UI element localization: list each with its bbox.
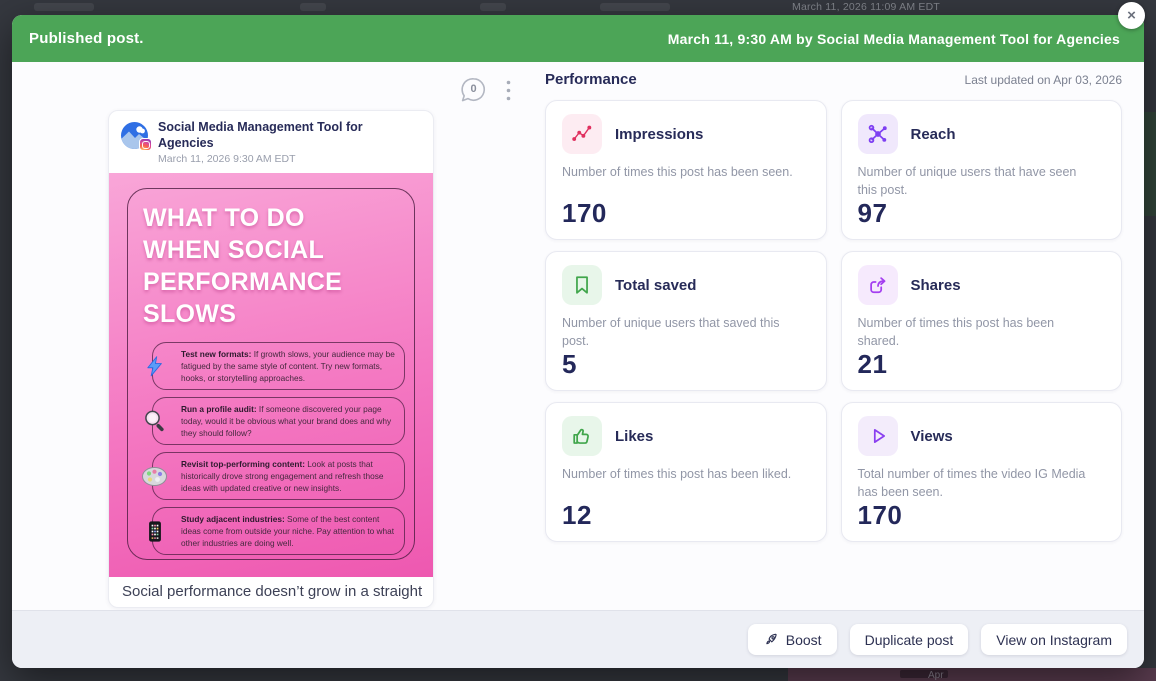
performance-header-row: Performance Last updated on Apr 03, 2026 (545, 71, 1122, 88)
background-bottom-fragment (788, 668, 1156, 681)
metric-head: Impressions (562, 114, 810, 154)
background-bottom-fragment (900, 670, 948, 678)
infographic-items: Test new formats: If growth slows, your … (141, 342, 405, 556)
palette-icon (141, 463, 168, 490)
metric-value: 170 (857, 500, 903, 530)
metric-description: Number of times this post has been seen. (562, 165, 793, 179)
infographic-item-lead: Study adjacent industries: (181, 514, 285, 525)
kebab-menu-button[interactable] (506, 75, 511, 106)
modal-footer: Boost Duplicate post View on Instagram (12, 610, 1144, 668)
metric-card: Shares Number of times this post has bee… (840, 251, 1122, 391)
metric-value: 97 (857, 198, 888, 228)
comments-count: 0 (470, 83, 477, 95)
share-icon (857, 265, 898, 305)
infographic-item-lead: Test new formats: (181, 349, 252, 359)
background-toolbar-fragment (600, 3, 670, 11)
rocket-icon (766, 633, 777, 644)
metric-head: Shares (857, 265, 1106, 305)
view-on-instagram-button[interactable]: View on Instagram (981, 624, 1127, 655)
metrics-grid: Impressions Number of times this post ha… (545, 100, 1122, 542)
reach-icon (857, 114, 898, 154)
metric-name: Reach (910, 125, 956, 143)
metric-head: Total saved (562, 265, 810, 305)
metric-head: Likes (562, 416, 810, 456)
avatar (121, 122, 152, 151)
metric-value: 170 (562, 198, 607, 228)
modal-header: Published post. March 11, 9:30 AM by Soc… (12, 15, 1144, 62)
bookmark-icon (562, 265, 602, 305)
published-post-modal: Published post. March 11, 9:30 AM by Soc… (12, 15, 1144, 668)
modal-title: Published post. (29, 30, 144, 47)
metric-description: Number of times this post has been liked… (562, 467, 792, 481)
infographic-item: Revisit top-performing content: Look at … (142, 452, 405, 501)
impressions-icon (562, 114, 602, 154)
post-header-text: Social Media Management Tool for Agencie… (158, 120, 421, 166)
comment-bubble-icon (461, 77, 485, 102)
last-updated-label: Last updated on Apr 03, 2026 (964, 73, 1122, 87)
infographic-item-lead: Revisit top-performing content: (181, 459, 305, 470)
metric-name: Shares (910, 276, 961, 294)
close-icon: × (1127, 7, 1136, 24)
metric-head: Reach (857, 114, 1106, 154)
infographic-item: Run a profile audit: If someone discover… (144, 397, 405, 446)
metric-card: Likes Number of times this post has been… (545, 402, 827, 542)
modal-body: Social Media Management Tool for Agencie… (12, 62, 1144, 610)
duplicate-post-button[interactable]: Duplicate post (849, 624, 969, 655)
close-button[interactable]: × (1118, 2, 1145, 29)
metric-value: 5 (562, 349, 577, 379)
lightning-icon (141, 353, 168, 380)
infographic-item: Study adjacent industries: Some of the b… (148, 507, 405, 556)
metric-head: Views (857, 416, 1106, 456)
play-icon (857, 416, 898, 456)
infographic-item-lead: Run a profile audit: (181, 404, 257, 415)
infographic-frame: WHAT TO DO WHEN SOCIAL PERFORMANCE SLOWS… (127, 188, 415, 560)
thumbs-up-icon (562, 416, 602, 456)
kebab-icon (506, 80, 511, 101)
magnifier-icon (141, 408, 168, 435)
performance-heading: Performance (545, 71, 637, 88)
infographic-item-text: Some of the best content ideas come from… (181, 514, 395, 549)
post-image: WHAT TO DO WHEN SOCIAL PERFORMANCE SLOWS… (109, 173, 433, 577)
boost-button[interactable]: Boost (747, 624, 837, 655)
metric-name: Views (910, 427, 953, 445)
metric-card: Total saved Number of unique users that … (545, 251, 827, 391)
post-author: Social Media Management Tool for Agencie… (158, 120, 363, 150)
comments-button[interactable]: 0 (458, 75, 489, 106)
metric-name: Likes (615, 427, 654, 445)
background-toolbar-fragment (34, 3, 94, 11)
metric-card: Reach Number of unique users that have s… (840, 100, 1122, 240)
metric-name: Total saved (615, 276, 697, 294)
infographic-item-text: If someone discovered your page today, w… (181, 404, 392, 439)
background-timestamp: March 11, 2026 11:09 AM EDT (792, 1, 941, 13)
modal-subtitle: March 11, 9:30 AM by Social Media Manage… (667, 30, 1120, 47)
background-green-fragment (1144, 112, 1156, 216)
boost-label: Boost (785, 631, 822, 648)
metric-description: Total number of times the video IG Media… (857, 467, 1086, 500)
metric-value: 21 (857, 349, 888, 379)
metric-description: Number of unique users that saved this p… (562, 316, 780, 349)
background-toolbar-fragment (300, 3, 326, 11)
metric-description: Number of unique users that have seen th… (857, 165, 1077, 198)
post-actions: 0 (458, 75, 511, 106)
metric-value: 12 (562, 500, 592, 530)
post-timestamp: March 11, 2026 9:30 AM EDT (158, 153, 296, 166)
metric-card: Views Total number of times the video IG… (840, 402, 1122, 542)
infographic-item-text: If growth slows, your audience may be fa… (181, 349, 395, 384)
duplicate-post-label: Duplicate post (864, 631, 954, 648)
infographic-item: Test new formats: If growth slows, your … (146, 342, 405, 391)
instagram-badge-icon (139, 138, 152, 151)
background-month-label: Apr (928, 670, 944, 681)
background-toolbar-fragment (480, 3, 506, 11)
metric-card: Impressions Number of times this post ha… (545, 100, 827, 240)
post-caption: Social performance doesn’t grow in a str… (122, 583, 423, 600)
post-header: Social Media Management Tool for Agencie… (109, 111, 433, 173)
infographic-item-text: Look at posts that historically drove st… (181, 459, 384, 494)
metric-description: Number of times this post has been share… (857, 316, 1055, 349)
metric-name: Impressions (615, 125, 704, 143)
view-on-instagram-label: View on Instagram (996, 631, 1112, 648)
phone-icon (141, 518, 168, 545)
infographic-title: WHAT TO DO WHEN SOCIAL PERFORMANCE SLOWS (143, 204, 343, 328)
post-preview-card: Social Media Management Tool for Agencie… (108, 110, 434, 608)
